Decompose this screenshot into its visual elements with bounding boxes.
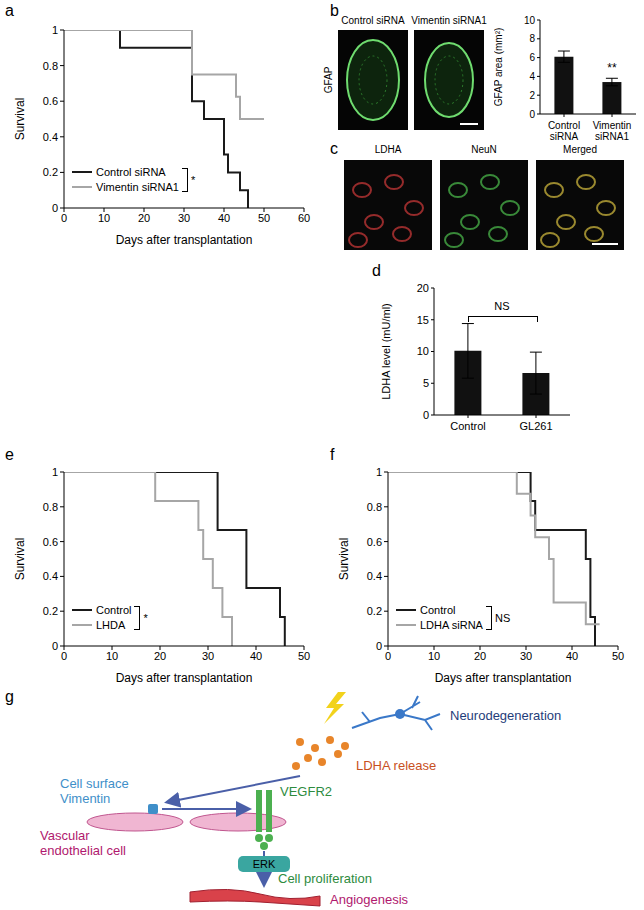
svg-text:10: 10	[98, 212, 110, 224]
svg-text:LDHA release: LDHA release	[356, 758, 436, 773]
html-text:NS: NS	[494, 299, 510, 312]
html-text:a: a	[5, 2, 14, 19]
svg-text:Vascularendothelial cell: Vascularendothelial cell	[40, 828, 126, 858]
svg-text:0.2: 0.2	[43, 166, 58, 178]
svg-text:40: 40	[250, 650, 262, 662]
svg-text:1: 1	[52, 466, 58, 478]
html-text:Vimentin siRNA1: Vimentin siRNA1	[96, 181, 179, 193]
svg-text:Angiogenesis: Angiogenesis	[330, 892, 409, 907]
svg-text:0.4: 0.4	[367, 570, 382, 582]
svg-text:0: 0	[61, 650, 67, 662]
svg-text:0.2: 0.2	[367, 605, 382, 617]
svg-text:10: 10	[106, 650, 118, 662]
svg-text:0: 0	[529, 109, 535, 120]
svg-text:0: 0	[423, 409, 429, 421]
svg-text:Cell proliferation: Cell proliferation	[278, 871, 372, 886]
svg-text:30: 30	[520, 650, 532, 662]
svg-text:40: 40	[218, 212, 230, 224]
svg-text:1: 1	[376, 466, 382, 478]
html-text:LDHA siRNA: LDHA siRNA	[420, 619, 483, 631]
svg-text:50: 50	[298, 650, 310, 662]
svg-text:10: 10	[428, 650, 440, 662]
svg-text:0.4: 0.4	[43, 131, 58, 143]
html-text:f: f	[330, 446, 335, 463]
svg-text:Survival: Survival	[13, 538, 27, 581]
svg-text:LDHA level (mU/ml): LDHA level (mU/ml)	[380, 303, 392, 400]
svg-text:VEGFR2: VEGFR2	[280, 784, 332, 799]
html-text:e: e	[5, 446, 14, 463]
svg-text:20: 20	[474, 650, 486, 662]
svg-text:4: 4	[529, 71, 535, 82]
html-text:LHDA: LHDA	[96, 619, 126, 631]
svg-text:50: 50	[612, 650, 624, 662]
svg-text:Days after transplantation: Days after transplantation	[116, 233, 253, 247]
svg-text:15: 15	[417, 314, 429, 326]
svg-text:GFAP area (mm²): GFAP area (mm²)	[494, 28, 504, 107]
svg-text:0.8: 0.8	[367, 501, 382, 513]
svg-text:30: 30	[178, 212, 190, 224]
svg-text:30: 30	[202, 650, 214, 662]
html-text:NS: NS	[495, 611, 511, 624]
svg-text:20: 20	[154, 650, 166, 662]
svg-text:0: 0	[376, 640, 382, 652]
svg-text:60: 60	[298, 212, 310, 224]
svg-text:2: 2	[529, 90, 535, 101]
svg-text:20: 20	[417, 282, 429, 294]
svg-text:6: 6	[529, 52, 535, 63]
svg-text:8: 8	[529, 33, 535, 44]
svg-text:0.4: 0.4	[43, 570, 58, 582]
svg-text:GL261: GL261	[519, 420, 552, 432]
svg-text:Control: Control	[450, 420, 485, 432]
svg-text:Neurodegeneration: Neurodegeneration	[450, 708, 561, 723]
svg-text:ERK: ERK	[253, 858, 276, 870]
html-text:Control siRNA: Control siRNA	[96, 166, 166, 178]
svg-text:Survival: Survival	[337, 538, 351, 581]
html-text:b: b	[330, 2, 339, 19]
svg-text:Days after transplantation: Days after transplantation	[116, 671, 253, 685]
svg-text:1: 1	[52, 24, 58, 36]
svg-text:40: 40	[566, 650, 578, 662]
svg-text:ControlsiRNA: ControlsiRNA	[548, 120, 580, 142]
svg-text:Control siRNA: Control siRNA	[341, 15, 405, 26]
html-text:Control: Control	[420, 604, 456, 616]
svg-text:0: 0	[52, 640, 58, 652]
svg-text:GFAP: GFAP	[323, 66, 334, 93]
svg-text:NeuN: NeuN	[471, 144, 497, 155]
svg-text:0.6: 0.6	[43, 536, 58, 548]
svg-text:10: 10	[524, 15, 536, 26]
svg-text:VimentinsiRNA1: VimentinsiRNA1	[593, 120, 632, 142]
svg-text:LDHA: LDHA	[375, 144, 402, 155]
svg-text:0: 0	[385, 650, 391, 662]
svg-text:0: 0	[61, 212, 67, 224]
html-text:g: g	[5, 688, 14, 705]
html-text:c: c	[330, 140, 338, 157]
svg-text:Survival: Survival	[13, 98, 27, 141]
svg-text:Cell surfaceVimentin: Cell surfaceVimentin	[60, 776, 129, 806]
svg-text:0.8: 0.8	[43, 60, 58, 72]
svg-text:5: 5	[423, 377, 429, 389]
svg-text:0.2: 0.2	[43, 605, 58, 617]
svg-text:Merged: Merged	[563, 144, 597, 155]
svg-text:20: 20	[138, 212, 150, 224]
svg-text:0.6: 0.6	[367, 536, 382, 548]
svg-text:0: 0	[52, 202, 58, 214]
svg-text:50: 50	[258, 212, 270, 224]
svg-text:Vimentin siRNA1: Vimentin siRNA1	[411, 15, 487, 26]
html-text:d: d	[372, 262, 381, 279]
svg-text:10: 10	[417, 345, 429, 357]
html-text:Control: Control	[96, 604, 132, 616]
svg-text:0.6: 0.6	[43, 95, 58, 107]
svg-text:Days after transplantation: Days after transplantation	[435, 671, 572, 685]
svg-text:0.8: 0.8	[43, 501, 58, 513]
